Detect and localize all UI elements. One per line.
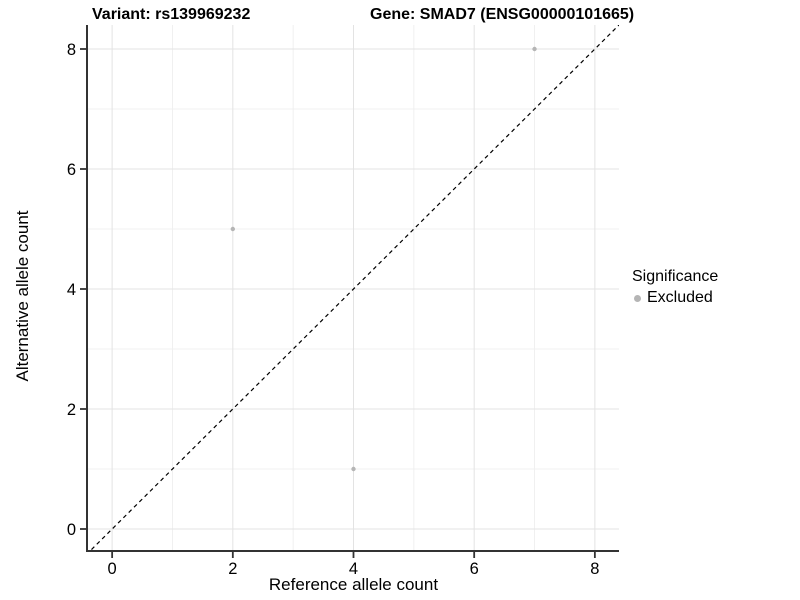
legend: Significance Excluded — [632, 266, 718, 308]
x-tick-label: 6 — [470, 560, 479, 578]
y-tick-label: 4 — [67, 281, 76, 299]
data-point — [532, 46, 537, 52]
y-tick-label: 6 — [67, 161, 76, 179]
legend-item: Excluded — [632, 288, 718, 308]
x-axis-title: Reference allele count — [268, 575, 439, 594]
legend-item-label: Excluded — [647, 289, 713, 306]
plot-title-variant: Variant: rs139969232 — [92, 6, 251, 23]
y-axis-title: Alternative allele count — [13, 210, 32, 382]
data-point — [230, 226, 236, 232]
y-tick-label: 2 — [67, 401, 76, 419]
x-tick-label: 2 — [228, 560, 237, 578]
x-tick-label: 8 — [590, 560, 599, 578]
legend-title: Significance — [632, 268, 719, 285]
legend-point-icon — [634, 294, 641, 302]
x-tick-label: 0 — [108, 560, 117, 578]
identity-line — [90, 25, 619, 550]
data-point — [351, 466, 356, 472]
y-tick-label: 0 — [67, 521, 76, 539]
y-tick-label: 8 — [67, 41, 76, 59]
plot-title-gene: Gene: SMAD7 (ENSG00000101665) — [370, 6, 635, 23]
x-tick-label: 4 — [349, 560, 358, 578]
